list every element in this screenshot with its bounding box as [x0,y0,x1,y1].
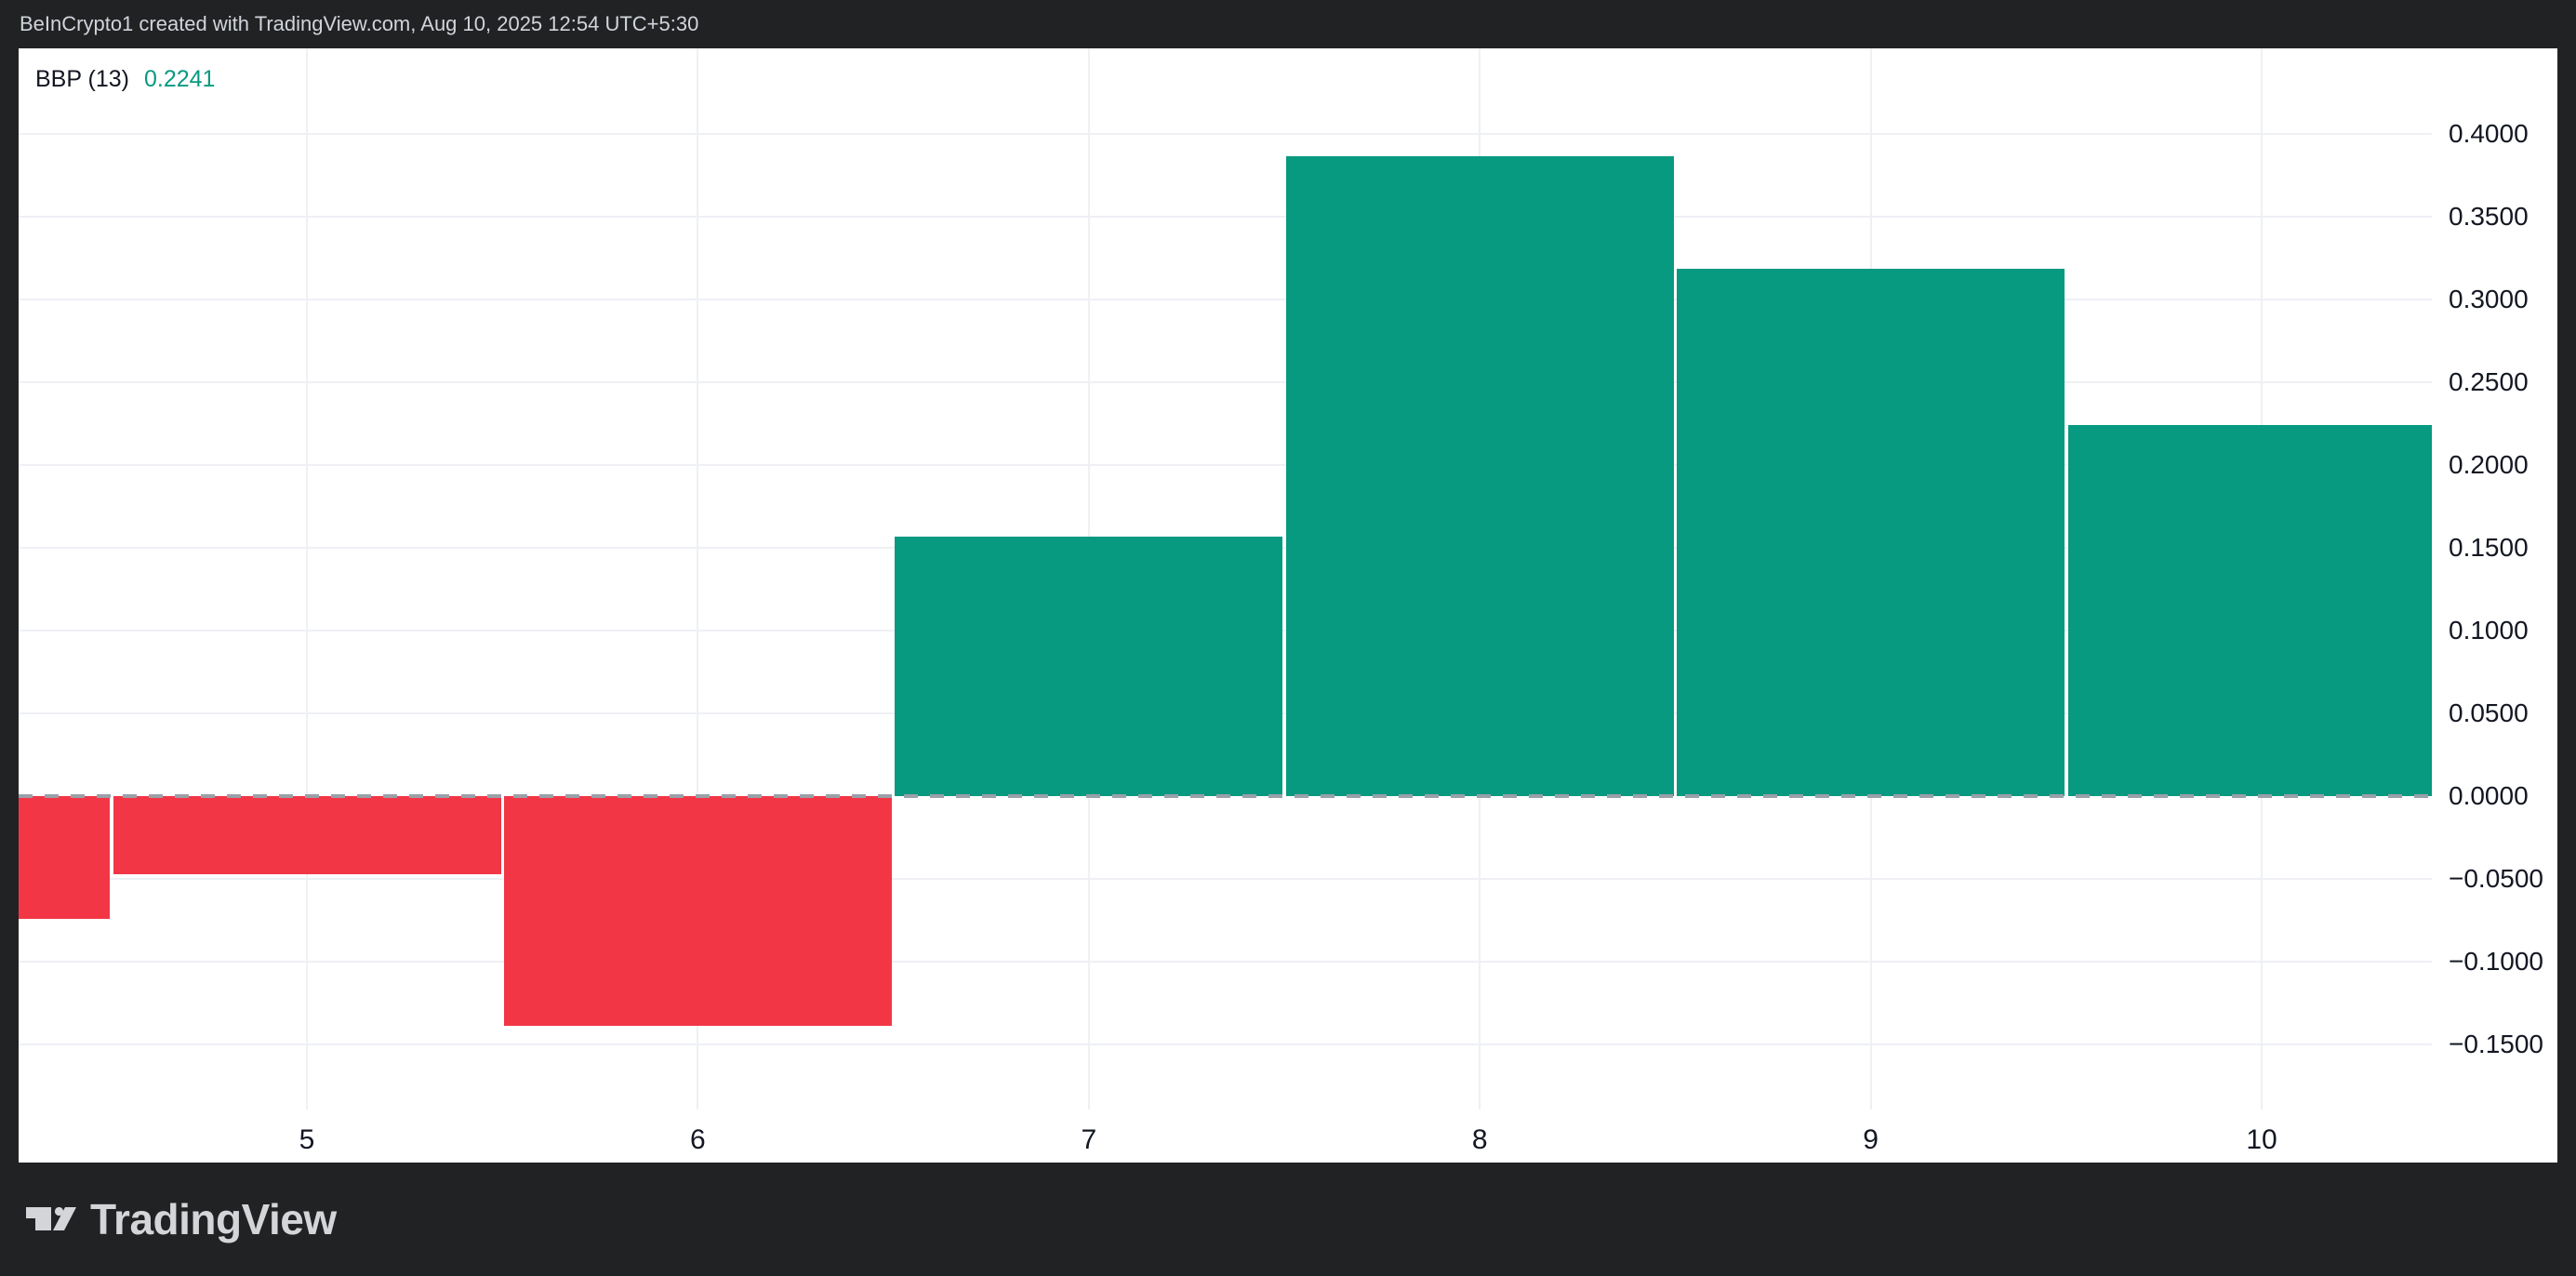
time-axis-label: 8 [1471,1124,1488,1155]
h-gridline [19,299,2432,300]
histogram-bar-negative [113,796,501,875]
price-axis-label: 0.4000 [2449,119,2529,148]
v-gridline [697,48,699,1110]
attribution-bar: BeInCrypto1 created with TradingView.com… [0,0,2576,48]
time-axis[interactable] [19,1110,2557,1163]
time-axis-label: 7 [1081,1124,1097,1155]
h-gridline [19,878,2432,880]
time-axis-label: 5 [299,1124,315,1155]
tradingview-wordmark: TradingView [90,1195,337,1243]
time-axis-label: 9 [1863,1124,1879,1155]
brand-bar: TradingView [0,1163,2576,1276]
h-gridline [19,464,2432,466]
h-gridline [19,381,2432,383]
histogram-bar-positive [1285,156,1674,796]
time-axis-label: 6 [690,1124,706,1155]
price-axis-label: 0.2500 [2449,367,2529,396]
tradingview-logo-icon [26,1207,76,1230]
histogram-bar-negative [19,796,111,920]
v-gridline [306,48,308,1110]
price-axis-label: 0.1500 [2449,533,2529,562]
h-gridline [19,133,2432,135]
price-axis-label: 0.2000 [2449,450,2529,479]
price-axis-label: 0.0500 [2449,698,2529,727]
histogram-bar-positive [1677,269,2065,796]
h-gridline [19,216,2432,218]
h-gridline [19,1043,2432,1045]
price-axis-label: −0.1500 [2449,1030,2543,1058]
attribution-text: BeInCrypto1 created with TradingView.com… [20,12,699,35]
tradingview-logo[interactable]: TradingView [26,1198,337,1241]
indicator-value: 0.2241 [143,66,216,92]
price-axis-label: −0.1000 [2449,947,2543,976]
price-axis-label: 0.1000 [2449,616,2529,645]
price-axis-label: −0.0500 [2449,864,2543,893]
histogram-bar-positive [2067,425,2432,796]
time-axis-label: 10 [2246,1124,2277,1155]
price-axis-label: 0.3000 [2449,285,2529,313]
plot-area[interactable] [19,48,2432,1110]
histogram-bar-positive [895,537,1283,796]
price-axis-label: 0.0000 [2449,781,2529,810]
indicator-title: BBP (13) [35,66,129,92]
zero-line [19,794,2432,798]
h-gridline [19,961,2432,963]
price-axis-label: 0.3500 [2449,202,2529,231]
histogram-bar-negative [503,796,892,1027]
indicator-legend[interactable]: BBP (13) 0.2241 [35,65,215,93]
